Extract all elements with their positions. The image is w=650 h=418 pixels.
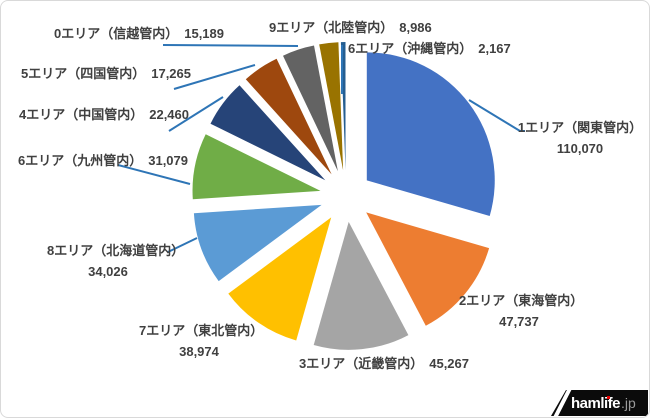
pie-label-area6-kyushu: 6エリア（九州管内） 31,079 — [18, 152, 188, 171]
leader-line-slice-7 — [173, 64, 256, 90]
pie-label-text: 6エリア（沖縄管内） — [348, 41, 473, 56]
pie-label-area8-hokkaido: 8エリア（北海道管内） 34,026 — [47, 242, 184, 282]
pie-label-area9-hokuriku: 9エリア（北陸管内） 8,986 — [269, 19, 432, 38]
pie-label-value: 34,026 — [88, 263, 128, 279]
pie-label-value: 47,737 — [499, 313, 539, 329]
pie-slice-6 — [210, 85, 326, 181]
pie-label-value: 45,267 — [429, 356, 469, 371]
logo-i-dot — [607, 396, 610, 399]
pie-label-text: 0エリア（信越管内） — [54, 26, 179, 41]
pie-slice-9 — [319, 42, 344, 171]
pie-label-text: 8エリア（北海道管内） — [47, 243, 185, 258]
pie-label-value: 31,079 — [148, 153, 188, 168]
pie-label-area5-shikoku: 5エリア（四国管内） 17,265 — [21, 65, 191, 84]
pie-label-area4-chugoku: 4エリア（中国管内） 22,460 — [19, 106, 189, 125]
pie-label-value: 17,265 — [151, 66, 191, 81]
pie-label-text: 5エリア（四国管内） — [21, 66, 146, 81]
pie-label-text: 6エリア（九州管内） — [18, 153, 143, 168]
pie-label-area3-kinki: 3エリア（近畿管内） 45,267 — [299, 355, 469, 374]
logo-brand-text: hamlife — [571, 394, 621, 412]
pie-label-area1-kanto: 1エリア（関東管内） 110,070 — [515, 119, 645, 159]
pie-label-text: 9エリア（北陸管内） — [269, 20, 394, 35]
pie-label-area0-shinetsu: 0エリア（信越管内） 15,189 — [54, 25, 224, 44]
pie-label-value: 15,189 — [184, 26, 224, 41]
pie-label-text: 3エリア（近畿管内） — [299, 356, 424, 371]
leader-line-slice-4 — [167, 237, 198, 253]
pie-slice-5 — [192, 134, 321, 200]
pie-label-value: 38,974 — [179, 343, 219, 359]
pie-label-text: 4エリア（中国管内） — [19, 107, 144, 122]
pie-label-text: 7エリア（東北管内） — [139, 323, 264, 338]
hamlife-logo: hamlife .jp — [551, 390, 648, 416]
leader-line-slice-6 — [168, 96, 224, 132]
pie-label-value: 2,167 — [478, 41, 511, 56]
pie-slice-0 — [366, 52, 495, 217]
leader-line-slice-8 — [162, 44, 299, 47]
pie-slice-2 — [313, 221, 409, 350]
pie-label-area6-okinawa: 6エリア（沖縄管内） 2,167 — [348, 40, 511, 59]
pie-label-value: 22,460 — [149, 107, 189, 122]
pie-slice-4 — [193, 204, 322, 282]
pie-label-text: 2エリア（東海管内） — [459, 293, 584, 308]
pie-slice-7 — [245, 58, 332, 175]
pie-label-value: 110,070 — [556, 140, 604, 156]
pie-label-area7-tohoku: 7エリア（東北管内） 38,974 — [139, 322, 263, 362]
pie-label-value: 8,986 — [399, 20, 432, 35]
logo-tld-text: .jp — [621, 395, 636, 411]
pie-slice-3 — [228, 217, 332, 341]
pie-label-text: 1エリア（関東管内） — [517, 120, 643, 135]
leader-line-slice-5 — [117, 164, 191, 185]
pie-label-area2-tokai: 2エリア（東海管内） 47,737 — [459, 292, 583, 332]
leader-line-slice-0 — [468, 99, 525, 132]
pie-slice-8 — [283, 45, 338, 172]
pie-slice-1 — [366, 212, 490, 326]
